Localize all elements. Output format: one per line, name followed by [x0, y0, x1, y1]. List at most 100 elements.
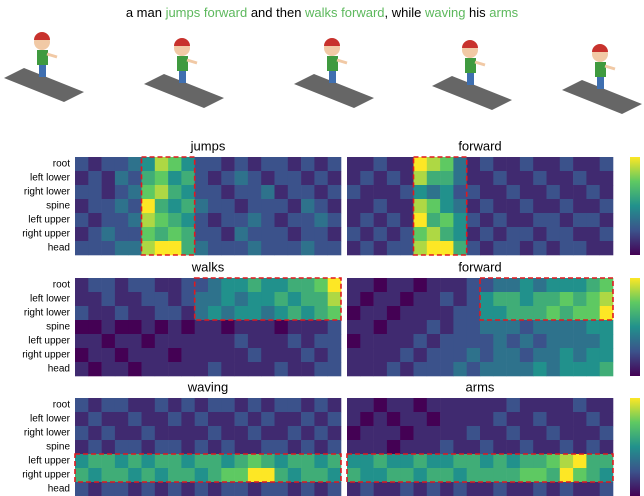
- heatmap-cell: [493, 426, 507, 440]
- heatmap-cell: [560, 199, 574, 213]
- heatmap-cell: [142, 199, 156, 213]
- row-label: root: [53, 159, 70, 170]
- heatmap-cell: [75, 171, 89, 185]
- heatmap-cell: [360, 185, 374, 199]
- heatmap-cell: [520, 157, 534, 171]
- heatmap-cell: [414, 412, 428, 426]
- heatmap-cell: [328, 454, 342, 468]
- heatmap-cell: [507, 171, 521, 185]
- heatmap-cell: [142, 241, 156, 255]
- heatmap-cell: [427, 348, 441, 362]
- heatmap-cell: [347, 362, 361, 376]
- heatmap-cell: [155, 468, 169, 482]
- heatmap-cell: [480, 185, 494, 199]
- heatmap-cell: [533, 199, 547, 213]
- heatmap-cell: [360, 426, 374, 440]
- heatmap-cell: [248, 412, 262, 426]
- heatmap-cell: [414, 227, 428, 241]
- heatmap-cell: [507, 412, 521, 426]
- heatmap-cell: [453, 213, 467, 227]
- heatmap-cell: [328, 348, 342, 362]
- heatmap-cell: [261, 292, 275, 306]
- heatmap-cell: [208, 278, 222, 292]
- heatmap-cell: [248, 468, 262, 482]
- heatmap-cell: [520, 306, 534, 320]
- heatmap-cell: [301, 426, 315, 440]
- heatmap-cell: [261, 227, 275, 241]
- heatmap-cell: [75, 241, 89, 255]
- heatmap-cell: [328, 468, 342, 482]
- heatmap-cell: [195, 348, 209, 362]
- heatmap-cell: [467, 348, 481, 362]
- heatmap-cell: [181, 213, 195, 227]
- heatmap-cell: [168, 292, 182, 306]
- heatmap-cell: [155, 482, 169, 496]
- heatmap-cell: [440, 468, 454, 482]
- heatmap-cell: [414, 213, 428, 227]
- heatmap-cell: [600, 334, 614, 348]
- heatmap-cell: [235, 306, 249, 320]
- heatmap-cell: [533, 213, 547, 227]
- heatmap-cell: [400, 213, 414, 227]
- heatmap-cell: [560, 454, 574, 468]
- heatmap-cell: [75, 199, 89, 213]
- heatmap-cell: [533, 171, 547, 185]
- row-label: head: [48, 484, 70, 495]
- heatmap-cell: [427, 199, 441, 213]
- heatmap-cell: [314, 348, 328, 362]
- heatmap-cell: [75, 334, 89, 348]
- heatmap-cell: [275, 426, 289, 440]
- heatmap-cell: [181, 185, 195, 199]
- heatmap-cell: [533, 412, 547, 426]
- heatmap-cell: [288, 454, 302, 468]
- heatmap-cell: [115, 426, 129, 440]
- heatmap-cell: [427, 227, 441, 241]
- heatmap-cell: [168, 157, 182, 171]
- heatmap-cell: [387, 292, 401, 306]
- heatmap-cell: [221, 440, 235, 454]
- heatmap-cell: [480, 362, 494, 376]
- heatmap-cell: [208, 213, 222, 227]
- heatmap-cell: [221, 157, 235, 171]
- heatmap-cell: [453, 398, 467, 412]
- heatmap-cell: [547, 398, 561, 412]
- heatmap-cell: [102, 292, 116, 306]
- heatmap-cell: [235, 412, 249, 426]
- heatmap-cell: [400, 241, 414, 255]
- heatmap-cell: [560, 292, 574, 306]
- heatmap-cell: [208, 334, 222, 348]
- heatmap-cell: [155, 440, 169, 454]
- heatmap-cell: [235, 213, 249, 227]
- heatmap-cell: [374, 334, 388, 348]
- heatmap-cell: [314, 185, 328, 199]
- heatmap-cell: [248, 362, 262, 376]
- heatmap-cell: [493, 454, 507, 468]
- heatmap-cell: [314, 292, 328, 306]
- heatmap-cell: [547, 320, 561, 334]
- heatmap-cell: [360, 454, 374, 468]
- heatmap-cell: [301, 412, 315, 426]
- heatmap-cell: [314, 213, 328, 227]
- heatmap-cell: [347, 454, 361, 468]
- heatmap-cell: [288, 171, 302, 185]
- heatmap-cell: [560, 426, 574, 440]
- heatmap-cell: [493, 278, 507, 292]
- heatmap-cell: [235, 334, 249, 348]
- heatmap-cell: [573, 185, 587, 199]
- heatmap-cell: [560, 334, 574, 348]
- heatmap-cell: [314, 278, 328, 292]
- heatmap-cell: [248, 348, 262, 362]
- heatmap-cell: [600, 185, 614, 199]
- heatmap-cell: [414, 468, 428, 482]
- heatmap-cell: [360, 468, 374, 482]
- row-label: right lower: [24, 308, 71, 319]
- caption-part: arms: [489, 5, 518, 20]
- heatmap-cell: [102, 412, 116, 426]
- heatmap-cell: [507, 199, 521, 213]
- heatmap-cell: [208, 157, 222, 171]
- heatmap-cell: [235, 440, 249, 454]
- heatmap-cell: [586, 320, 600, 334]
- heatmap-cell: [360, 199, 374, 213]
- heatmap-cell: [440, 278, 454, 292]
- heatmap-cell: [400, 199, 414, 213]
